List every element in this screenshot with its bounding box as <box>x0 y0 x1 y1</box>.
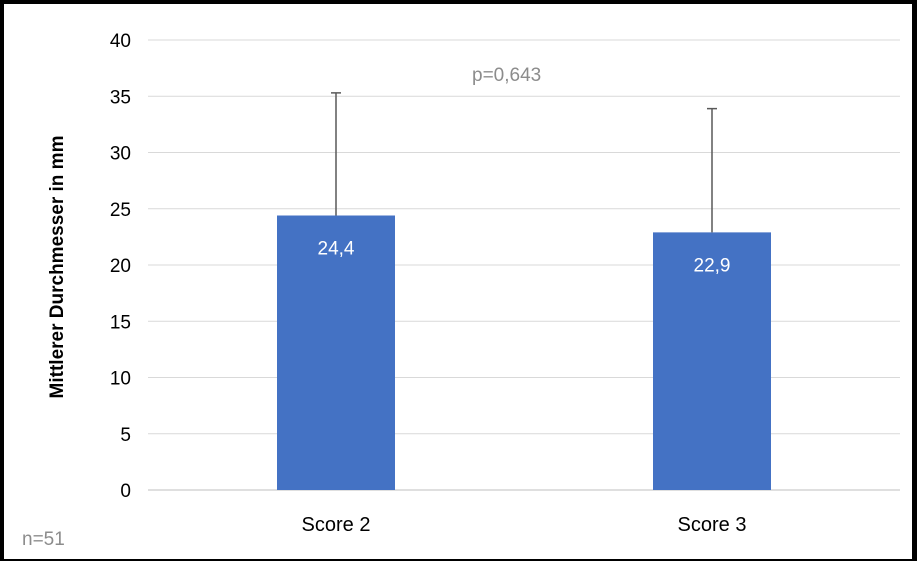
bar-1 <box>277 215 395 490</box>
y-tick-label-25: 25 <box>110 200 131 221</box>
y-tick-label-15: 15 <box>110 312 131 333</box>
bar-2 <box>653 232 771 490</box>
y-tick-label-40: 40 <box>110 31 131 52</box>
y-tick-label-10: 10 <box>110 369 131 390</box>
y-axis-ticks: 0 5 10 15 20 25 30 35 40 <box>110 31 131 502</box>
gridlines <box>148 39 900 491</box>
x-category-label-1: Score 2 <box>302 514 371 536</box>
data-label-2: 22,9 <box>694 255 731 276</box>
y-tick-label-30: 30 <box>110 144 131 165</box>
data-label-1: 24,4 <box>318 239 355 260</box>
error-bars <box>331 92 717 233</box>
x-category-label-2: Score 3 <box>678 514 747 536</box>
y-axis-label: Mittlerer Durchmesser in mm <box>47 136 68 399</box>
p-value-annotation: p=0,643 <box>472 65 541 86</box>
y-tick-label-5: 5 <box>120 425 131 446</box>
y-tick-label-20: 20 <box>110 256 131 277</box>
data-labels: 24,4 22,9 <box>318 239 731 277</box>
sample-size-annotation: n=51 <box>22 529 65 550</box>
bars <box>277 215 771 490</box>
x-axis-categories: Score 2 Score 3 <box>302 514 747 536</box>
y-tick-label-0: 0 <box>120 481 131 502</box>
y-tick-label-35: 35 <box>110 87 131 108</box>
